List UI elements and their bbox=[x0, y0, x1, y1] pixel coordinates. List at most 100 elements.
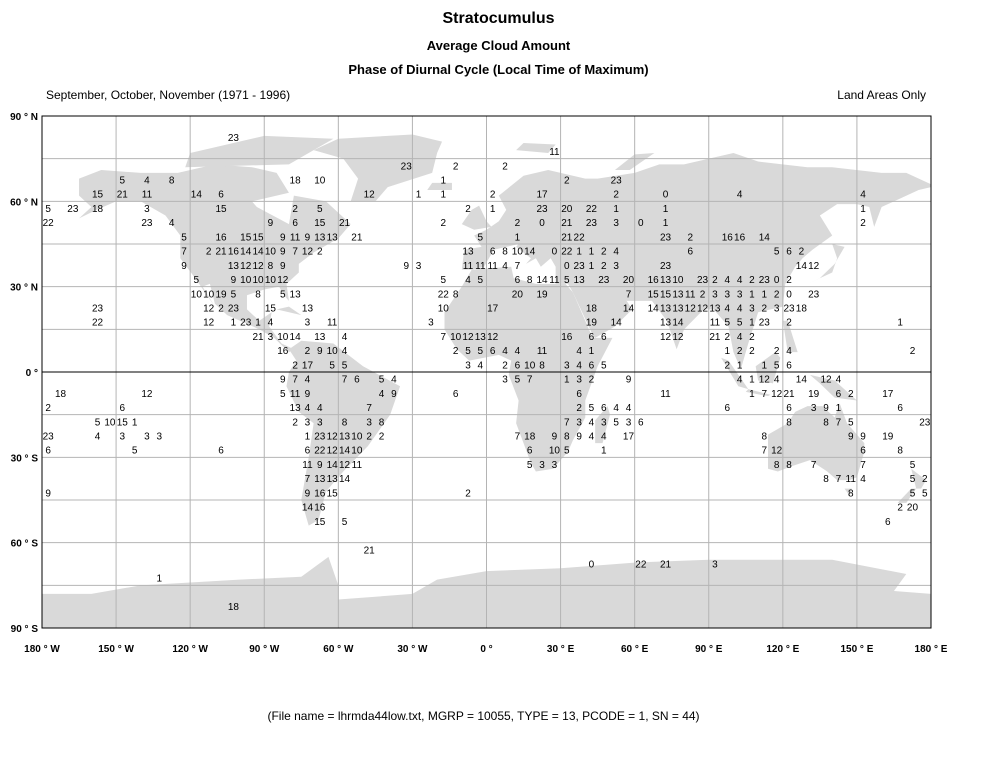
north-america bbox=[79, 164, 351, 353]
cell-value: 23 bbox=[401, 161, 413, 172]
cell-value: 10 bbox=[191, 289, 203, 300]
canadian-archipelago bbox=[185, 135, 334, 168]
cell-value: 5 bbox=[737, 318, 743, 329]
cell-value: 23 bbox=[660, 232, 672, 243]
cell-value: 3 bbox=[724, 289, 730, 300]
cell-value: 7 bbox=[836, 474, 842, 485]
cell-value: 6 bbox=[218, 446, 224, 457]
longitude-label: 150 ° E bbox=[840, 644, 873, 655]
cell-value: 5 bbox=[181, 232, 187, 243]
cell-value: 19 bbox=[537, 289, 549, 300]
cell-value: 8 bbox=[342, 417, 348, 428]
cell-value: 3 bbox=[626, 417, 632, 428]
cell-value: 20 bbox=[512, 289, 524, 300]
cell-value: 17 bbox=[487, 304, 499, 315]
graticule bbox=[42, 116, 931, 628]
latitude-label: 30 ° N bbox=[10, 283, 38, 294]
cell-value: 5 bbox=[465, 346, 471, 357]
cell-value: 23 bbox=[314, 432, 326, 443]
madagascar bbox=[595, 406, 610, 444]
cell-value: 7 bbox=[811, 460, 817, 471]
cell-value: 1 bbox=[663, 204, 669, 215]
cell-value: 23 bbox=[586, 218, 598, 229]
cell-value: 13 bbox=[672, 304, 684, 315]
cell-value: 15 bbox=[92, 190, 104, 201]
cell-value: 14 bbox=[537, 275, 549, 286]
cell-value: 1 bbox=[231, 318, 237, 329]
cell-value: 4 bbox=[613, 403, 619, 414]
cell-value: 3 bbox=[811, 403, 817, 414]
cell-value: 23 bbox=[783, 304, 795, 315]
cell-value: 8 bbox=[786, 460, 792, 471]
cell-value: 9 bbox=[317, 346, 323, 357]
cell-value: 7 bbox=[564, 417, 570, 428]
cell-value: 9 bbox=[552, 432, 558, 443]
cell-value: 1 bbox=[836, 403, 842, 414]
cell-value: 10 bbox=[104, 417, 116, 428]
cell-value: 5 bbox=[194, 275, 200, 286]
longitude-label: 90 ° W bbox=[249, 644, 280, 655]
cell-value: 4 bbox=[613, 247, 619, 258]
cell-value: 2 bbox=[589, 375, 595, 386]
cell-value: 4 bbox=[465, 275, 471, 286]
cell-value: 2 bbox=[490, 190, 496, 201]
cell-value: 3 bbox=[502, 375, 508, 386]
map-title: Stratocumulus bbox=[442, 10, 555, 27]
cell-value: 21 bbox=[339, 218, 351, 229]
cell-value: 18 bbox=[92, 204, 104, 215]
cell-value: 3 bbox=[613, 218, 619, 229]
cell-value: 7 bbox=[292, 247, 298, 258]
cell-value: 5 bbox=[231, 289, 237, 300]
cell-value: 0 bbox=[786, 289, 792, 300]
latitude-label: 90 ° N bbox=[10, 112, 38, 123]
cell-value: 3 bbox=[317, 417, 323, 428]
cell-value: 7 bbox=[626, 289, 632, 300]
cell-value: 3 bbox=[416, 261, 422, 272]
cell-value: 2 bbox=[292, 417, 298, 428]
philippines bbox=[782, 320, 798, 353]
longitude-label: 120 ° E bbox=[766, 644, 799, 655]
cell-value: 5 bbox=[601, 360, 607, 371]
cell-value: 8 bbox=[169, 176, 175, 187]
cell-value: 2 bbox=[502, 360, 508, 371]
cell-value: 4 bbox=[737, 275, 743, 286]
cell-value: 14 bbox=[796, 375, 808, 386]
cell-value: 8 bbox=[268, 261, 274, 272]
cell-value: 14 bbox=[672, 318, 684, 329]
cell-value: 14 bbox=[327, 460, 339, 471]
cell-value: 13 bbox=[327, 232, 339, 243]
cell-value: 7 bbox=[860, 460, 866, 471]
cell-value: 15 bbox=[240, 232, 252, 243]
cell-value: 3 bbox=[144, 204, 150, 215]
longitude-label: 180 ° E bbox=[915, 644, 948, 655]
cell-value: 3 bbox=[428, 318, 434, 329]
cell-value: 11 bbox=[487, 261, 498, 272]
cell-value: 4 bbox=[305, 375, 311, 386]
longitude-label: 120 ° W bbox=[172, 644, 208, 655]
iceland bbox=[427, 182, 452, 190]
cell-value: 2 bbox=[910, 346, 916, 357]
cell-value: 6 bbox=[786, 360, 792, 371]
cell-value: 10 bbox=[351, 432, 363, 443]
cell-value: 2 bbox=[749, 332, 755, 343]
cell-value: 9 bbox=[305, 232, 311, 243]
cell-value: 10 bbox=[265, 247, 277, 258]
cell-value: 12 bbox=[808, 261, 820, 272]
cell-value: 5 bbox=[515, 375, 521, 386]
cell-value: 13 bbox=[290, 403, 302, 414]
cell-value: 4 bbox=[478, 360, 484, 371]
cell-value: 20 bbox=[561, 204, 573, 215]
cell-value: 11 bbox=[352, 460, 363, 471]
cell-value: 11 bbox=[846, 474, 857, 485]
cell-value: 6 bbox=[490, 247, 496, 258]
cell-value: 14 bbox=[611, 318, 623, 329]
cell-value: 8 bbox=[897, 446, 903, 457]
cell-value: 15 bbox=[265, 304, 277, 315]
cell-value: 2 bbox=[515, 218, 521, 229]
cell-value: 9 bbox=[268, 218, 274, 229]
cell-value: 2 bbox=[786, 275, 792, 286]
cell-value: 6 bbox=[885, 517, 891, 528]
cell-value: 12 bbox=[253, 261, 265, 272]
cell-value: 1 bbox=[416, 190, 422, 201]
cell-value: 13 bbox=[314, 474, 326, 485]
